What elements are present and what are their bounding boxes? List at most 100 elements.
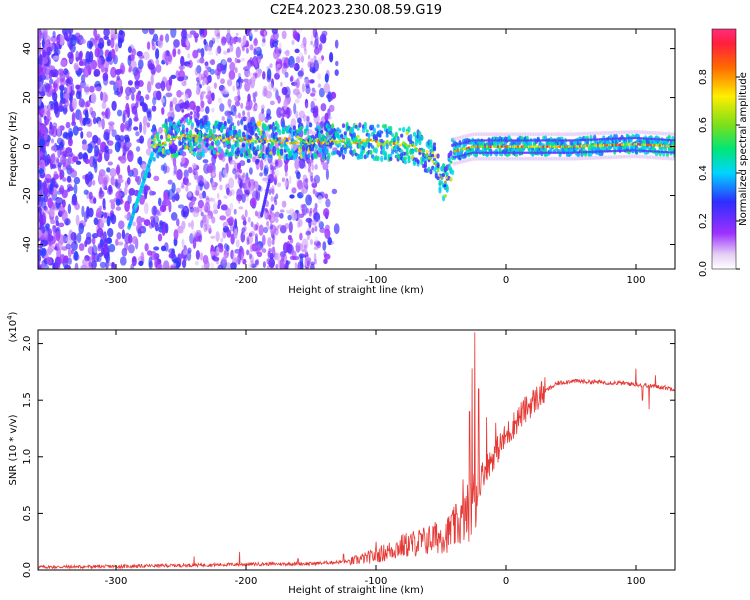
spectrogram-cell	[229, 160, 233, 166]
spectrogram-cell	[38, 206, 42, 212]
spectrogram-cell	[240, 175, 244, 181]
spectrogram-cell	[67, 247, 72, 258]
spectrogram-cell	[449, 150, 453, 156]
spectrogram-cell	[226, 48, 231, 53]
spectrogram-cell	[100, 217, 107, 224]
spectrogram-cell	[250, 100, 253, 107]
spectrogram-cell	[210, 235, 216, 239]
spectrogram-cell	[218, 149, 222, 154]
spectrogram-cell	[136, 215, 143, 226]
spectrogram-cell	[267, 178, 271, 184]
spectrogram-cell	[188, 222, 192, 228]
spectrogram-cell	[42, 186, 49, 197]
spectrogram-cell	[255, 181, 259, 191]
spectrogram-cell	[103, 29, 110, 37]
spectrogram-cell	[356, 134, 360, 139]
spectrogram-cell	[447, 157, 451, 161]
spectrogram-cell	[181, 123, 185, 131]
snr-x-label: Height of straight line (km)	[288, 585, 424, 596]
spectrogram-cell	[59, 184, 65, 195]
spectrogram-cell	[274, 211, 280, 218]
spectrogram-cell	[165, 92, 173, 98]
spectrogram-cell	[272, 87, 278, 92]
spectrogram-cell	[265, 130, 269, 138]
spectrogram-cell	[225, 148, 229, 154]
spectrogram-cell	[195, 229, 202, 237]
spectrogram-cell	[124, 120, 131, 130]
spectrogram-cell	[185, 145, 189, 150]
spectrogram-cell	[151, 205, 158, 217]
spectrogram-cell	[635, 142, 638, 146]
spectrogram-cell	[189, 111, 193, 116]
spectrogram-cell	[101, 101, 107, 110]
spectrogram-cell	[258, 137, 262, 141]
spectrogram-cell	[255, 189, 261, 202]
spectrogram-cell	[275, 217, 279, 223]
spectrogram-cell	[293, 103, 297, 115]
spectrogram-cell	[131, 48, 137, 57]
spectrogram-cell	[256, 144, 260, 151]
spectrogram-cell	[150, 151, 155, 157]
spectrogram-cell	[196, 151, 200, 158]
spectrogram-cell	[292, 125, 296, 131]
spectrogram-cell	[89, 173, 94, 180]
spectrogram-cell	[57, 125, 61, 138]
spectrogram-x-ticks: -300 -200 -100 0 100	[105, 29, 646, 286]
spectrogram-cell	[84, 83, 90, 96]
x-tick-label: -200	[235, 275, 258, 286]
spectrogram-cell	[247, 93, 251, 102]
spectrogram-cell	[235, 82, 240, 87]
spectrogram-cell	[97, 173, 104, 185]
spectrogram-cell	[317, 219, 321, 224]
spectrogram-cell	[273, 178, 277, 185]
spectrogram-cell	[175, 70, 180, 79]
spectrogram-cell	[291, 187, 297, 194]
spectrogram-cell	[38, 29, 42, 37]
spectrogram-cell	[389, 156, 393, 162]
spectrogram-cell	[268, 214, 272, 221]
spectrogram-cell	[111, 100, 117, 111]
spectrogram-cell	[281, 129, 285, 135]
spectrogram-cell	[325, 168, 329, 180]
spectrogram-cell	[216, 259, 219, 265]
spectrogram-cell	[317, 57, 323, 65]
spectrogram-cell	[45, 82, 51, 93]
spectrogram-cell	[283, 99, 288, 111]
spectrogram-cell	[203, 69, 209, 77]
spectrogram-cell	[218, 170, 222, 182]
spectrogram-cell	[148, 29, 155, 35]
spectrogram-cell	[127, 194, 132, 205]
spectrogram-cell	[237, 95, 241, 101]
spectrogram-cell	[229, 63, 232, 70]
spectrogram-cell	[88, 191, 93, 200]
spectrogram-cell	[92, 117, 97, 125]
spectrogram-cell	[46, 153, 51, 166]
spectrogram-cell	[69, 151, 73, 158]
spectrogram-cell	[225, 32, 232, 44]
spectrogram-cell	[222, 86, 227, 95]
spectrogram-cell	[131, 167, 139, 178]
spectrogram-cell	[361, 128, 366, 133]
spectrogram-cell	[278, 129, 282, 136]
spectrogram-cell	[48, 65, 56, 71]
spectrogram-cell	[143, 202, 149, 215]
spectrogram-cell	[298, 243, 303, 251]
spectrogram-cell	[321, 153, 326, 160]
spectrogram-cell	[187, 166, 193, 174]
spectrogram-cell	[124, 242, 129, 252]
spectrogram-cell	[195, 250, 201, 260]
spectrogram-cell	[197, 199, 204, 209]
spectrogram-cell	[506, 145, 509, 148]
spectrogram-cell	[275, 193, 279, 200]
spectrogram-cell	[221, 156, 226, 162]
spectrogram-cell	[298, 75, 303, 80]
spectrogram-y-ticks: -40 -20 0 20 40	[22, 42, 675, 253]
spectrogram-cell	[186, 63, 191, 68]
spectrogram-cell	[425, 150, 429, 154]
spectrogram-cell	[38, 98, 41, 107]
spectrogram-cell	[152, 96, 157, 106]
spectrogram-cell	[249, 121, 253, 127]
spectrogram-cell	[140, 251, 145, 262]
spectrogram-cell	[46, 257, 53, 265]
spectrogram-cell	[514, 152, 519, 158]
